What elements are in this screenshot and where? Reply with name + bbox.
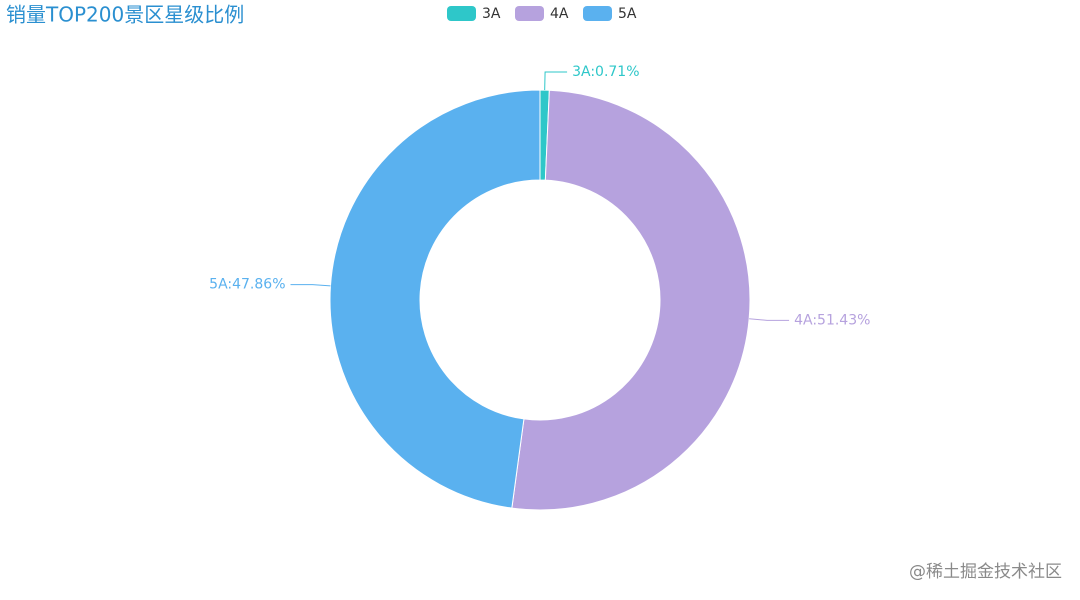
legend-label[interactable]: 5A [618,6,637,22]
chart-title: 销量TOP200景区星级比例 [6,3,244,27]
legend-label[interactable]: 4A [550,6,569,22]
donut-slice[interactable] [511,89,751,511]
data-label: 4A:51.43% [794,312,870,328]
legend-swatch[interactable] [515,6,544,21]
legend-swatch[interactable] [583,6,612,21]
watermark: @稀土掘金技术社区 [909,562,1062,582]
data-label: 5A:47.86% [209,277,285,293]
donut-slice[interactable] [329,89,541,509]
label-line [290,284,331,287]
legend-label[interactable]: 3A [482,6,501,22]
legend-swatch[interactable] [447,6,476,21]
label-line [749,318,790,321]
data-label: 3A:0.71% [572,64,639,80]
label-line [544,71,568,91]
